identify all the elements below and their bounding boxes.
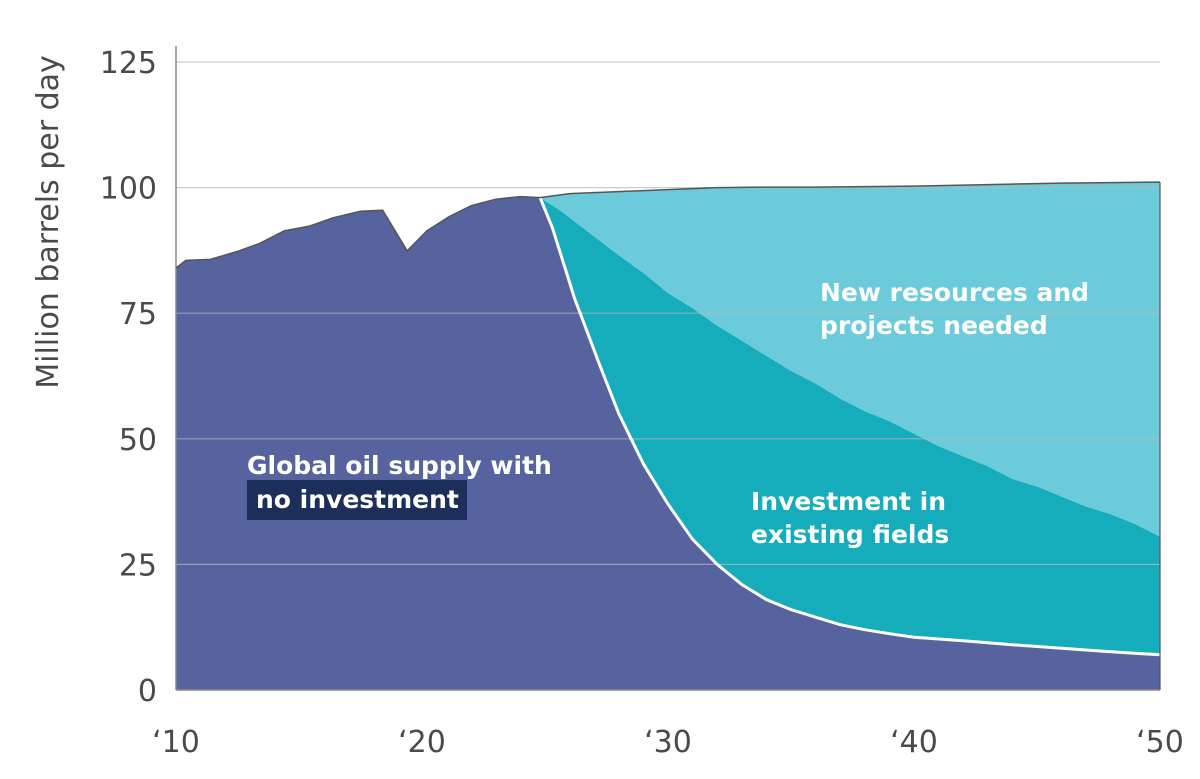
y-tick-label-50: 50 [119, 423, 157, 458]
chart-areas [176, 182, 1160, 690]
y-tick-label-0: 0 [138, 674, 157, 709]
y-tick-label-75: 75 [119, 297, 157, 332]
annotation-global-oil-supply: Global oil supply with no investment [247, 451, 552, 520]
area-new-resources [540, 182, 1160, 537]
annotation-inv-line2: existing fields [751, 520, 949, 549]
x-tick-label-2020: ‘20 [398, 725, 446, 760]
x-tick-label-2040: ‘40 [890, 725, 938, 760]
x-tick-label-2010: ‘10 [152, 725, 200, 760]
annotation-new-resources: New resources and projects needed [820, 278, 1089, 340]
axes: 0 25 50 75 100 125 ‘10 ‘20 ‘30 ‘40 ‘50 [100, 46, 1184, 760]
y-axis-title: Million barrels per day [31, 55, 66, 389]
annotation-new-line1: New resources and [820, 278, 1089, 307]
annotation-new-line2: projects needed [820, 311, 1048, 340]
area-global-oil-supply [176, 196, 1160, 690]
supply-outline [175, 181, 1161, 269]
annotation-highlight-box [247, 480, 467, 520]
x-tick-label-2050: ‘50 [1136, 725, 1184, 760]
x-tick-label-2030: ‘30 [644, 725, 692, 760]
y-tick-label-100: 100 [100, 172, 157, 207]
y-tick-label-25: 25 [119, 548, 157, 583]
annotation-inv-line1: Investment in [751, 487, 946, 516]
annotation-investment-existing: Investment in existing fields [751, 487, 949, 549]
annotation-global-line1: Global oil supply with [247, 451, 552, 480]
annotation-global-line2: no investment [256, 485, 459, 514]
decline-curve-line [538, 197, 1161, 657]
y-tick-label-125: 125 [100, 46, 157, 81]
grid-lines [176, 61, 1160, 566]
